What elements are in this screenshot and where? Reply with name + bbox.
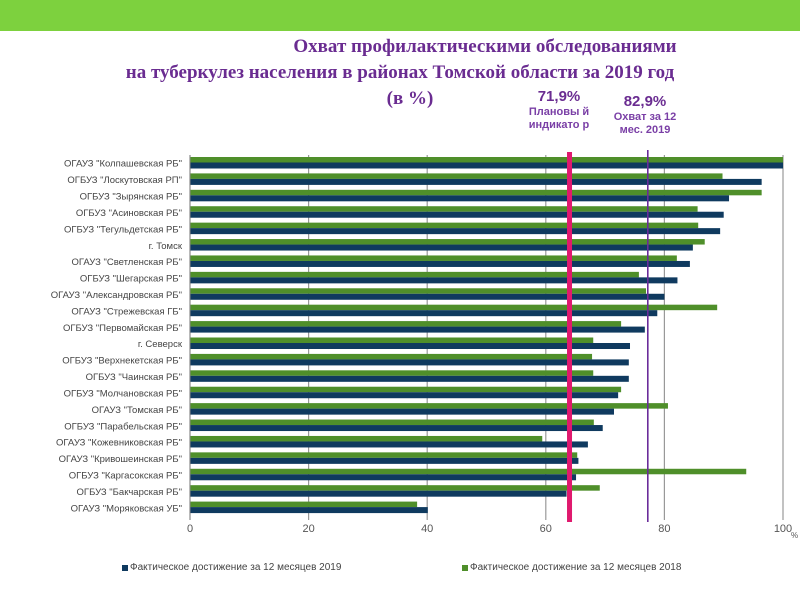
coverage-text: Охват за 12 мес. 2019 [613,111,677,136]
category-label: ОГАУЗ "Кривошеинская РБ" [59,454,182,465]
legend-label-2018: Фактическое достижение за 12 месяцев 201… [470,562,682,573]
x-tick-label: 100 [774,523,792,535]
category-label: ОГАУЗ "Александровская РБ" [51,290,182,301]
legend-item-2018: Фактическое достижение за 12 месяцев 201… [462,562,681,573]
bar-2018 [190,173,723,179]
chart-title: Охват профилактическими обследованиями н… [0,34,800,112]
bar-2019 [190,310,658,317]
bar-2018 [190,501,418,508]
bar-2018 [190,485,600,491]
category-label: ОГАУЗ "Светленская РБ" [71,257,182,268]
coverage-annotation: 82,9% Охват за 12 мес. 2019 [612,93,678,137]
legend-label-2019: Фактическое достижение за 12 месяцев 201… [130,562,342,573]
bar-2019 [190,441,588,448]
x-tick-label: 80 [658,523,670,535]
bar-2018 [190,353,593,360]
bar-2018 [190,403,668,409]
bar-2019 [190,457,579,464]
bar-2019 [190,474,577,481]
plan-indicator-text: Плановы й индикато р [528,106,590,131]
coverage-value: 82,9% [623,93,667,110]
bar-2018 [190,370,594,376]
bar-2018 [190,452,578,458]
bar-2018 [190,189,762,196]
category-label: ОГБУЗ "Парабельская РБ" [64,421,182,432]
category-label: ОГБУЗ "Шегарская РБ" [80,274,182,285]
legend-swatch-2019 [122,564,128,571]
category-label: ОГАУЗ "Кожевниковская РБ" [56,438,182,449]
bar-2018 [190,304,718,311]
bar-2018 [190,288,647,294]
bar-2019 [190,228,721,235]
category-label: ОГБУЗ "Верхнекетская РБ" [62,356,182,367]
bar-2019 [190,162,783,169]
plan-indicator-value: 71,9% [537,88,581,105]
x-unit-label: % [791,531,798,540]
bar-2018 [190,321,622,327]
x-tick-label: 0 [187,523,193,535]
legend-swatch-2018 [462,564,468,571]
category-label: ОГБУЗ "Бакчарская РБ" [77,487,182,498]
bar-2019 [190,293,665,300]
category-label: ОГБУЗ "Асиновская РБ" [76,208,182,219]
category-label: ОГБУЗ "Тегульдетская РБ" [64,224,182,235]
category-label: ОГАУЗ "Колпашевская РБ" [64,159,182,170]
x-tick-label: 40 [421,523,433,535]
bar-2018 [190,222,699,229]
bar-2018 [190,271,639,278]
category-label: ОГАУЗ "Стрежевская ГБ" [71,306,182,317]
bar-2018 [190,239,705,245]
title-line-3: (в %) [386,88,434,109]
bar-2019 [190,507,428,514]
bar-2019 [190,425,603,432]
category-label: ОГАУЗ "Томская РБ" [92,405,182,416]
legend-item-2019: Фактическое достижение за 12 месяцев 201… [122,562,341,573]
bar-2019 [190,211,724,218]
bar-2018 [190,337,594,343]
title-line-2: на туберкулез населения в районах Томско… [125,62,675,83]
bar-2018 [190,157,783,163]
bar-2019 [190,359,629,366]
bar-2019 [190,178,762,185]
title-line-1: Охват профилактическими обследованиями [293,36,677,57]
bar-2019 [190,260,690,267]
category-label: ОГАУЗ "Моряковская УБ" [71,503,182,514]
category-label: ОГБУЗ "Зырянская РБ" [80,192,182,203]
bar-2019 [190,277,678,284]
x-tick-label: 20 [302,523,314,535]
category-label: ОГБУЗ "Каргасокская РБ" [69,470,182,481]
bar-2019 [190,343,631,349]
category-label: ОГБУЗ "Чаинская РБ" [86,372,182,383]
x-tick-label: 60 [540,523,552,535]
bar-2019 [190,392,619,399]
bar-2019 [190,490,567,497]
category-label: ОГБУЗ "Молчановская РБ" [64,388,182,399]
bar-2019 [190,195,730,202]
bar-2019 [190,408,614,415]
bar-2018 [190,255,677,261]
bar-2018 [190,435,543,442]
category-label: ОГБУЗ "Лоскутовская РП" [67,175,182,186]
bar-2018 [190,386,622,393]
plan-indicator-annotation: 71,9% Плановы й индикато р [528,88,590,132]
bar-2019 [190,244,693,251]
category-label: г. Северск [138,339,183,350]
bar-2018 [190,419,594,426]
bar-2019 [190,326,645,333]
bar-2019 [190,375,629,382]
top-band [0,0,800,31]
category-label: г. Томск [149,241,183,252]
bar-2018 [190,468,747,475]
bar-2018 [190,206,698,212]
category-label: ОГБУЗ "Первомайская РБ" [63,323,182,334]
